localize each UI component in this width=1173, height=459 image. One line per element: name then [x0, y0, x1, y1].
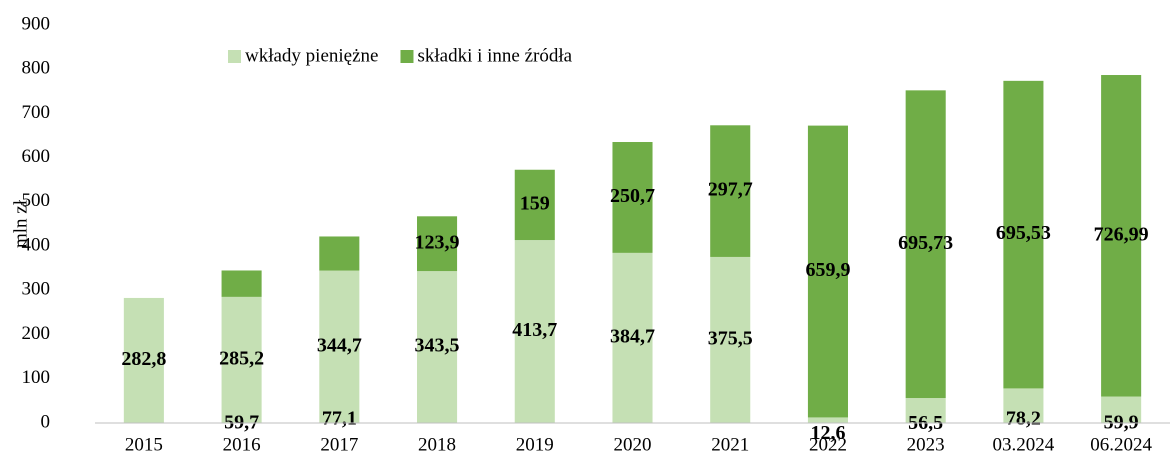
x-tick-label: 2021 — [711, 434, 749, 455]
value-label: 123,9 — [415, 231, 460, 253]
bar-segment — [807, 417, 848, 423]
y-tick-label: 600 — [22, 146, 51, 167]
value-label: 282,8 — [121, 348, 166, 370]
bar-segment — [1003, 80, 1044, 389]
value-label: 726,99 — [1094, 223, 1149, 245]
bar-segment — [514, 169, 555, 241]
bar-segment — [1101, 75, 1142, 397]
legend-swatch — [400, 50, 414, 63]
x-tick-label: 2016 — [223, 434, 261, 455]
x-tick-label: 2018 — [418, 434, 456, 455]
y-tick-label: 200 — [22, 323, 51, 344]
x-tick-label: 2015 — [125, 434, 163, 455]
y-axis-label: mln zł — [10, 199, 31, 248]
value-label: 413,7 — [512, 319, 557, 341]
value-label: 695,53 — [996, 222, 1051, 244]
value-label: 375,5 — [708, 328, 753, 350]
legend-label: wkłady pieniężne — [245, 45, 378, 66]
y-tick-label: 900 — [22, 13, 51, 34]
value-label: 12,6 — [810, 422, 845, 444]
x-tick-label: 2017 — [320, 434, 358, 455]
value-label: 384,7 — [610, 326, 655, 348]
y-tick-label: 400 — [22, 234, 51, 255]
value-label: 250,7 — [610, 185, 655, 207]
value-label: 78,2 — [1006, 407, 1041, 429]
bar-segment — [612, 142, 653, 253]
bar-segment — [514, 240, 555, 423]
bar-segment — [417, 271, 458, 423]
value-label: 343,5 — [415, 335, 460, 357]
bar-segment — [319, 236, 360, 271]
value-label: 77,1 — [322, 408, 357, 430]
x-tick-label: 2020 — [614, 434, 652, 455]
x-tick-label: 2023 — [907, 434, 945, 455]
value-label: 695,73 — [898, 232, 953, 254]
bar-segment — [221, 270, 262, 297]
x-tick-label: 06.2024 — [1090, 434, 1152, 455]
value-label: 285,2 — [219, 348, 264, 370]
value-label: 59,9 — [1104, 411, 1139, 433]
x-tick-label: 2022 — [809, 434, 847, 455]
bar-segment — [807, 125, 848, 418]
value-label: 344,7 — [317, 334, 362, 356]
y-tick-label: 800 — [22, 58, 51, 79]
bar-segment — [417, 216, 458, 272]
y-tick-label: 300 — [22, 279, 51, 300]
bar-segment — [1101, 396, 1142, 423]
bar-segment — [905, 90, 946, 399]
bar-segment — [123, 297, 164, 423]
value-label: 59,7 — [224, 411, 259, 433]
legend-label: składki i inne źródła — [417, 45, 572, 66]
bar-segment — [1003, 388, 1044, 423]
x-tick-label: 03.2024 — [993, 434, 1055, 455]
bar-segment — [319, 270, 360, 423]
value-label: 659,9 — [805, 259, 850, 281]
y-tick-label: 500 — [22, 190, 51, 211]
y-tick-label: 700 — [22, 102, 51, 123]
bar-segment — [710, 125, 751, 257]
y-tick-label: 100 — [22, 367, 51, 388]
bar-segment — [710, 256, 751, 423]
bar-segment — [221, 296, 262, 423]
x-tick-label: 2019 — [516, 434, 554, 455]
legend-swatch — [228, 50, 241, 63]
value-label: 297,7 — [708, 179, 753, 201]
y-tick-label: 0 — [41, 411, 51, 432]
bar-segment — [612, 252, 653, 423]
bar-segment — [905, 398, 946, 423]
value-label: 159 — [520, 192, 550, 214]
